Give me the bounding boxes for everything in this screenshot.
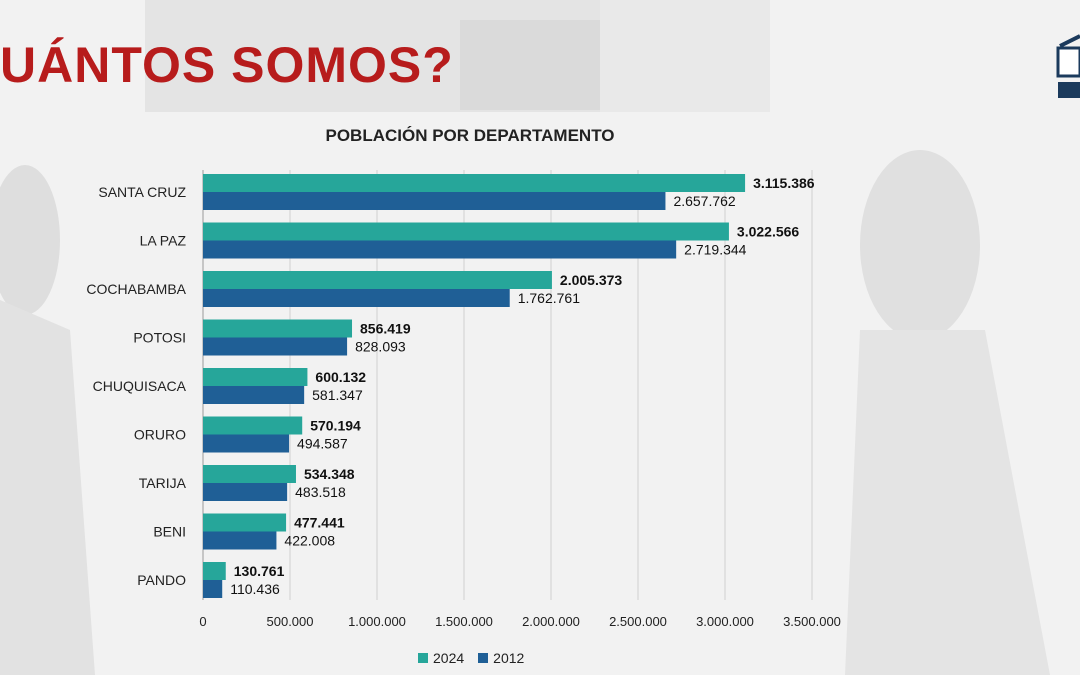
bar-2012 — [203, 580, 223, 598]
bar-2024 — [203, 562, 226, 580]
x-tick-label: 1.000.000 — [348, 614, 406, 629]
legend-label-2012: 2012 — [493, 650, 525, 666]
data-label-2012: 2.719.344 — [684, 242, 746, 258]
data-label-2012: 581.347 — [312, 387, 363, 403]
category-label: COCHABAMBA — [86, 281, 186, 297]
bar-2024 — [203, 319, 353, 338]
category-label: SANTA CRUZ — [98, 184, 186, 200]
x-tick-label: 3.500.000 — [783, 614, 841, 629]
bar-2024 — [203, 174, 746, 192]
logo — [1056, 34, 1080, 98]
legend-item-2024: 2024 — [418, 650, 464, 666]
legend-swatch-2012 — [478, 653, 489, 663]
legend-swatch-2024 — [418, 653, 428, 663]
bar-2012 — [203, 434, 290, 453]
category-label: LA PAZ — [140, 233, 187, 249]
bar-2012 — [203, 386, 305, 404]
data-label-2024: 856.419 — [360, 321, 411, 337]
category-label: BENI — [153, 524, 186, 540]
bar-2024 — [203, 222, 729, 241]
bar-2024 — [203, 513, 287, 532]
data-label-2024: 3.115.386 — [753, 175, 815, 191]
category-label: PANDO — [137, 572, 186, 588]
bar-2012 — [203, 483, 288, 501]
bar-2012 — [203, 531, 277, 550]
data-label-2012: 483.518 — [295, 484, 346, 500]
category-label: TARIJA — [139, 475, 187, 491]
bar-2012 — [203, 289, 510, 307]
bar-2012 — [203, 192, 666, 210]
bar-2024 — [203, 368, 308, 386]
bar-2024 — [203, 465, 296, 483]
bar-2012 — [203, 337, 348, 356]
x-tick-label: 500.000 — [267, 614, 314, 629]
x-tick-label: 1.500.000 — [435, 614, 493, 629]
data-label-2012: 828.093 — [355, 339, 406, 355]
data-label-2024: 2.005.373 — [560, 272, 622, 288]
data-label-2024: 570.194 — [310, 418, 361, 434]
data-label-2024: 477.441 — [294, 515, 345, 531]
x-tick-label: 0 — [199, 614, 206, 629]
bar-2024 — [203, 271, 552, 289]
data-label-2024: 534.348 — [304, 466, 355, 482]
data-label-2012: 422.008 — [284, 533, 335, 549]
x-tick-label: 2.500.000 — [609, 614, 667, 629]
chart-legend: 2024 2012 — [418, 650, 524, 666]
category-label: ORURO — [134, 427, 186, 443]
x-tick-label: 3.000.000 — [696, 614, 754, 629]
bar-2024 — [203, 416, 303, 435]
data-label-2012: 1.762.761 — [518, 290, 580, 306]
chart-title: POBLACIÓN POR DEPARTAMENTO — [325, 126, 615, 145]
data-label-2012: 494.587 — [297, 436, 348, 452]
slide-title: UÁNTOS SOMOS? — [0, 37, 454, 93]
legend-item-2012: 2012 — [478, 650, 524, 666]
legend-label-2024: 2024 — [433, 650, 465, 666]
data-label-2012: 110.436 — [230, 581, 280, 597]
data-label-2024: 130.761 — [234, 563, 285, 579]
category-label: CHUQUISACA — [93, 378, 187, 394]
bar-2012 — [203, 240, 677, 259]
data-label-2024: 3.022.566 — [737, 224, 799, 240]
data-label-2024: 600.132 — [315, 369, 366, 385]
data-label-2012: 2.657.762 — [673, 193, 735, 209]
x-tick-label: 2.000.000 — [522, 614, 580, 629]
category-label: POTOSI — [133, 330, 186, 346]
